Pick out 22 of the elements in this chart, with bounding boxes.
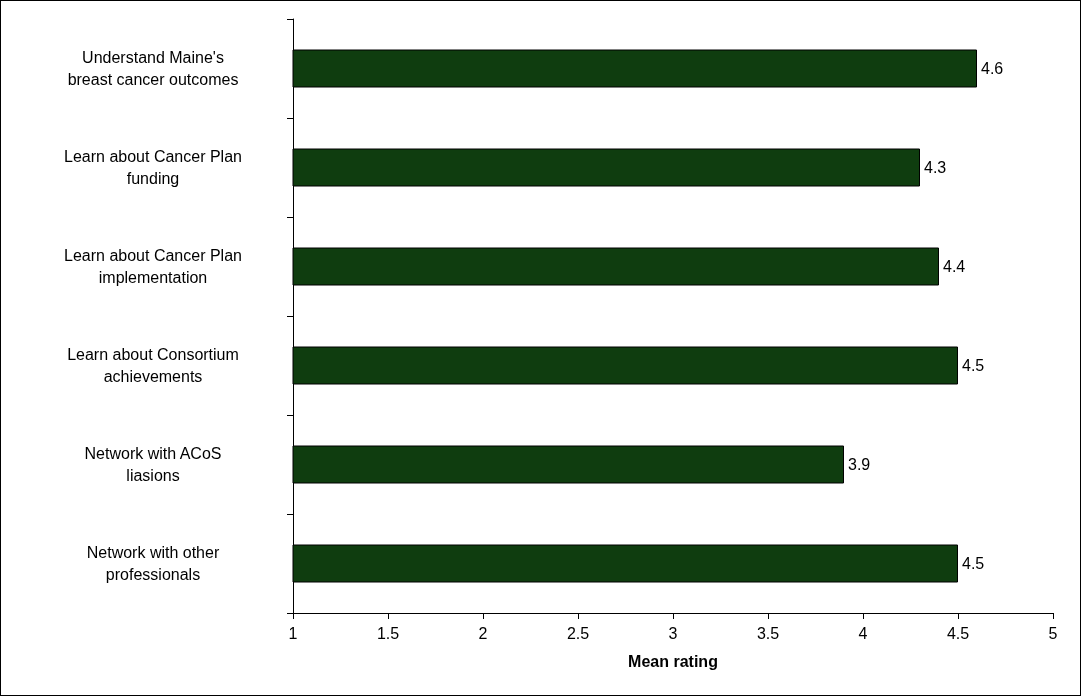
x-tick-label: 1	[288, 624, 298, 642]
data-label: 4.3	[924, 159, 947, 176]
x-tick-label: 4	[858, 624, 868, 642]
data-label: 4.6	[981, 60, 1004, 77]
x-tick-label: 1.5	[376, 624, 400, 642]
x-tick-label: 3.5	[756, 624, 780, 642]
data-label: 4.5	[962, 357, 985, 374]
y-tick-label: Network with other professionals	[86, 544, 220, 583]
data-label: 4.5	[962, 555, 985, 572]
y-tick-label: Learn about Cancer Plan implementation	[64, 247, 242, 286]
y-tick-label: Understand Maine's breast cancer outcomes	[67, 49, 239, 88]
x-tick-label: 2	[478, 624, 488, 642]
x-tick-label: 3	[668, 624, 678, 642]
x-tick-label: 4.5	[946, 624, 970, 642]
x-tick-label: 2.5	[566, 624, 590, 642]
y-tick-label: Learn about Consortium achievements	[67, 346, 239, 385]
data-label: 4.4	[943, 258, 966, 275]
x-axis-title: Mean rating	[628, 652, 718, 670]
y-tick-label: Learn about Cancer Plan funding	[64, 148, 242, 187]
x-tick-label: 5	[1048, 624, 1058, 642]
data-label: 3.9	[848, 456, 871, 473]
y-tick-label: Network with ACoS liasions	[84, 445, 222, 484]
